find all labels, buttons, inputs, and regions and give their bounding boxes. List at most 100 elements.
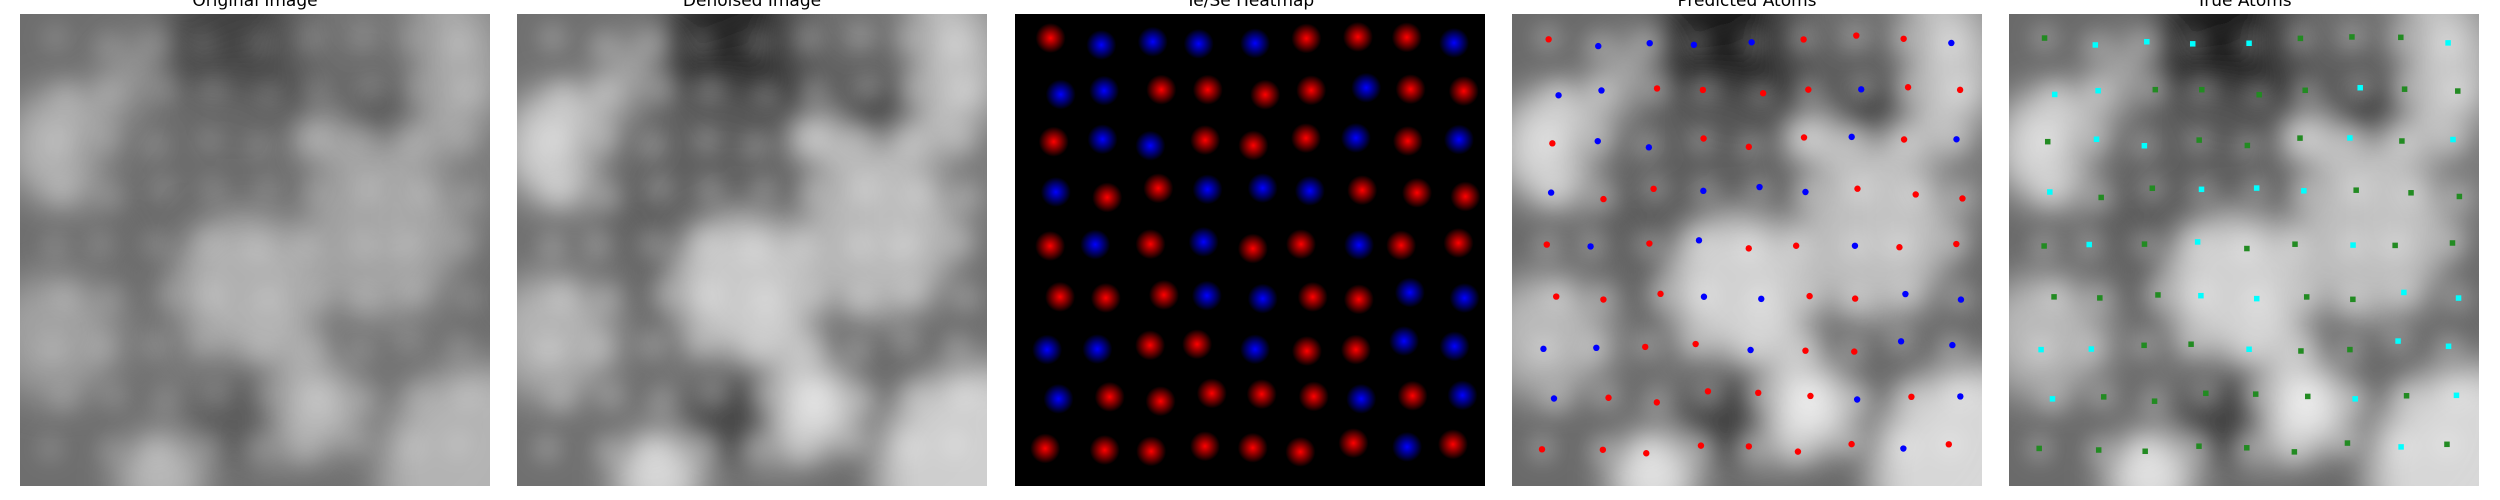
panel-original: Original Image	[20, 0, 490, 500]
predicted-atom-marker	[1900, 35, 1907, 42]
heatmap-spot	[1389, 326, 1420, 357]
true-atom-marker	[2152, 86, 2159, 93]
panel-denoised: Denoised Image	[517, 0, 987, 500]
heatmap-spot	[1439, 27, 1470, 58]
predicted-atom-marker	[1646, 240, 1653, 247]
predicted-atom-marker	[1957, 393, 1964, 400]
predicted-atom-marker	[1650, 185, 1657, 193]
true-atom-marker	[2398, 34, 2404, 41]
heatmap-spot	[1032, 334, 1063, 365]
true-atom-marker	[2455, 295, 2462, 301]
panel-heatmap: Te/Se Heatmap	[1015, 0, 1485, 500]
heatmap-spot	[1182, 329, 1213, 360]
true-atom-marker	[2449, 240, 2456, 246]
true-atom-marker	[2088, 346, 2095, 352]
true-atom-marker	[2051, 91, 2058, 98]
heatmap-spot	[1347, 175, 1378, 206]
predicted-atom-marker	[1657, 290, 1664, 298]
true-atom-marker	[2456, 193, 2463, 200]
true-atom-marker	[2395, 338, 2401, 344]
predicted-atom-marker	[1959, 195, 1966, 202]
heatmap-spot	[1291, 123, 1322, 154]
heatmap-spot	[1447, 380, 1478, 411]
predicted-atom-marker	[1605, 394, 1612, 401]
true-atom-marker	[2297, 35, 2304, 42]
predicted-atom-marker	[1540, 345, 1547, 353]
predicted-atom-marker	[1759, 90, 1767, 97]
predicted-atom-marker	[1595, 42, 1602, 50]
true-atom-marker	[2151, 398, 2158, 404]
heatmap-spot	[1294, 175, 1325, 206]
true-atom-marker	[2350, 242, 2356, 248]
predicted-atom-marker	[1550, 395, 1558, 402]
true-atom-marker	[2403, 393, 2410, 399]
predicted-atom-marker	[1593, 344, 1600, 352]
true-atom-marker	[2196, 137, 2202, 143]
predicted-atom-marker	[1700, 135, 1707, 142]
true-atom-marker	[2256, 91, 2262, 98]
heatmap-spot	[1392, 431, 1423, 462]
predicted-atom-marker	[1555, 92, 1562, 99]
predicted-atom-marker	[1806, 292, 1813, 300]
heatmap-spot	[1386, 230, 1417, 261]
predicted-atom-marker	[1948, 39, 1955, 47]
true-atom-marker	[2141, 142, 2148, 149]
true-atom-marker	[2044, 138, 2051, 145]
true-atom-marker	[2189, 41, 2196, 47]
predicted-atom-marker	[1692, 340, 1699, 348]
true-atom-marker	[2292, 241, 2298, 247]
predicted-atom-marker	[1908, 393, 1915, 401]
true-atom-marker	[2357, 84, 2363, 91]
true-atom-marker	[2098, 194, 2104, 201]
predicted-atom-marker	[1538, 446, 1546, 453]
true-atom-marker	[2347, 346, 2353, 353]
heatmap-spot	[1148, 279, 1179, 310]
panel-title-heatmap: Te/Se Heatmap	[1185, 0, 1315, 11]
heatmap-spot	[1291, 335, 1322, 366]
heatmap-spot	[1450, 181, 1481, 212]
true-atom-marker	[2302, 87, 2308, 94]
heatmap-spot	[1045, 79, 1076, 110]
true-atom-marker	[2196, 443, 2202, 449]
true-atom-marker	[2305, 393, 2311, 400]
heatmap-spot	[1343, 284, 1374, 315]
heatmap-spot	[1135, 330, 1166, 361]
heatmap-spot	[1395, 74, 1426, 105]
heatmap-spot	[1351, 72, 1382, 103]
heatmap-spot	[1080, 229, 1111, 260]
predicted-atom-marker	[1599, 446, 1607, 453]
predicted-atom-marker	[1853, 32, 1860, 39]
heatmap-spot	[1237, 233, 1268, 264]
heatmap-spot	[1397, 380, 1428, 411]
predicted-atom-marker	[1553, 293, 1560, 300]
heatmap-spot	[1237, 432, 1268, 463]
true-atom-marker	[2194, 239, 2201, 245]
predicted-atom-marker	[1802, 188, 1809, 196]
predicted-atom-marker	[1594, 137, 1601, 145]
heatmap-spot	[1035, 230, 1066, 261]
heatmap-spot	[1090, 282, 1121, 313]
predicted-atom-marker	[1587, 243, 1594, 250]
true-atom-marker	[2199, 86, 2205, 93]
predicted-atom-marker	[1700, 293, 1708, 300]
true-atom-marker	[2253, 295, 2260, 302]
heatmap-spot	[1136, 436, 1167, 467]
heatmap-spot	[1246, 379, 1277, 410]
predicted-atom-marker	[1545, 36, 1552, 43]
true-atom-marker	[2155, 292, 2161, 298]
true-atom-marker	[2244, 245, 2250, 252]
heatmap-spot	[1191, 280, 1222, 311]
true-atom-marker	[2445, 40, 2451, 46]
true-atom-marker	[2408, 190, 2414, 196]
denoised-image	[517, 14, 987, 486]
panel-title-original: Original Image	[192, 0, 318, 11]
true-atom-marker	[2244, 142, 2251, 149]
true-atom-marker	[2051, 294, 2057, 300]
predicted-atom-marker	[1953, 240, 1960, 248]
panel-true: True Atoms	[2009, 0, 2479, 500]
true-atom-marker	[2141, 342, 2147, 349]
true-atom-marker	[2188, 341, 2194, 347]
heatmap-spot	[1192, 174, 1223, 205]
predicted-atom-marker	[1854, 185, 1861, 192]
heatmap-spot	[1297, 281, 1328, 312]
